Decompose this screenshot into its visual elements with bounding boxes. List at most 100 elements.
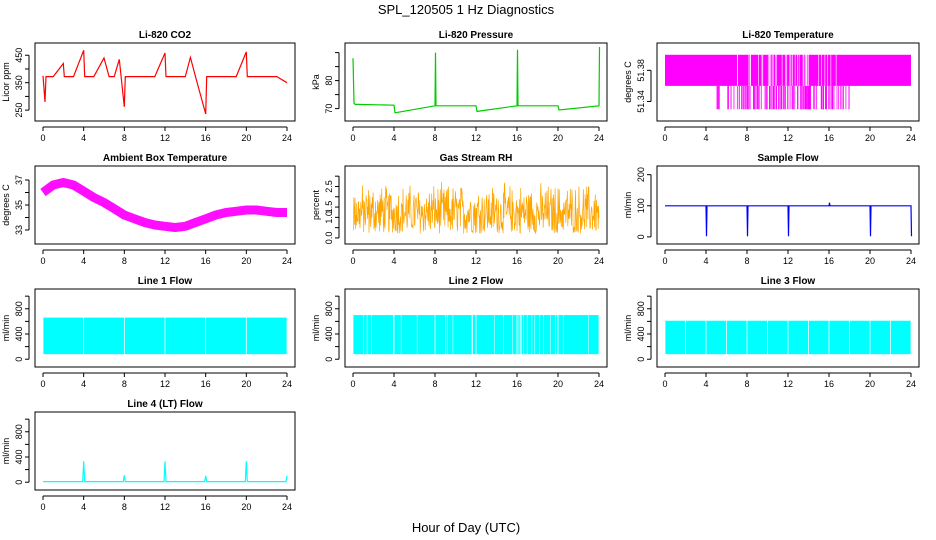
x-tick-label: 24 xyxy=(282,379,292,389)
figure-xlabel: Hour of Day (UTC) xyxy=(412,520,520,535)
x-tick-label: 20 xyxy=(553,133,563,143)
y-tick-label: 0 xyxy=(14,480,24,485)
y-axis-label: degrees C xyxy=(623,61,633,103)
x-tick-label: 16 xyxy=(201,133,211,143)
x-axis: 0 4 8 12 16 20 24 xyxy=(662,372,916,389)
x-tick-label: 8 xyxy=(744,256,749,266)
y-tick-label: 400 xyxy=(14,326,24,341)
panel-2: Li-820 Pressure kPa 0 4 8 12 16 20 24 70 80 xyxy=(311,30,608,143)
panel-5: Gas Stream RH percent 0 4 8 12 16 20 24 0.0 1.01.5… xyxy=(311,153,608,266)
x-tick-label: 0 xyxy=(350,133,355,143)
x-tick-label: 20 xyxy=(865,379,875,389)
panel-title: Line 4 (LT) Flow xyxy=(127,399,203,410)
x-tick-label: 20 xyxy=(241,379,251,389)
panel-title: Gas Stream RH xyxy=(440,153,513,164)
x-tick-label: 16 xyxy=(201,502,211,512)
plot-frame xyxy=(34,411,296,491)
x-tick-label: 20 xyxy=(865,256,875,266)
y-axis: 70 80 xyxy=(324,52,340,114)
data-line xyxy=(352,46,601,114)
x-tick-label: 0 xyxy=(40,502,45,512)
x-axis: 0 4 8 12 16 20 24 xyxy=(662,249,916,266)
x-tick-label: 4 xyxy=(703,133,708,143)
y-tick-label: 450 xyxy=(14,48,24,63)
y-tick-label: 37 xyxy=(14,175,24,185)
x-tick-label: 0 xyxy=(350,256,355,266)
x-tick-label: 4 xyxy=(81,502,86,512)
y-tick-label: 0 xyxy=(324,357,334,362)
x-axis: 0 4 8 12 16 20 24 xyxy=(350,126,604,143)
x-tick-label: 16 xyxy=(824,256,834,266)
y-tick-label: 400 xyxy=(636,326,646,341)
x-tick-label: 24 xyxy=(906,133,916,143)
y-axis: 0.0 1.01.5 2.5 xyxy=(324,175,340,245)
y-axis: 0 400 800 xyxy=(636,295,652,362)
y-tick-label: 80 xyxy=(324,76,334,86)
panel-title: Line 2 Flow xyxy=(449,276,504,287)
y-axis-label: ml/min xyxy=(623,315,633,342)
x-tick-label: 8 xyxy=(744,133,749,143)
x-tick-label: 8 xyxy=(122,256,127,266)
x-axis: 0 4 8 12 16 20 24 xyxy=(40,372,292,389)
y-axis-label: degrees C xyxy=(1,184,11,226)
x-axis: 0 4 8 12 16 20 24 xyxy=(662,126,916,143)
plot-frame xyxy=(656,288,920,368)
y-tick-label: 0 xyxy=(636,234,646,239)
x-tick-label: 24 xyxy=(906,256,916,266)
panel-title: Li-820 CO2 xyxy=(139,30,192,41)
y-axis: 0 100 200 xyxy=(636,167,652,239)
figure-title: SPL_120505 1 Hz Diagnostics xyxy=(378,2,555,17)
x-tick-label: 12 xyxy=(783,379,793,389)
y-tick-label: 1.0 xyxy=(324,211,334,224)
y-tick-label: 2.5 xyxy=(324,180,334,193)
y-axis: 0 400 800 xyxy=(324,295,340,362)
x-tick-label: 20 xyxy=(241,502,251,512)
panel-9: Line 3 Flow ml/min 0 4 8 12 16 20 24 0 400 800 xyxy=(623,276,920,389)
panel-6: Sample Flow ml/min 0 4 8 12 16 20 24 0 100 200 xyxy=(623,153,920,266)
x-axis: 0 4 8 12 16 20 24 xyxy=(350,249,604,266)
x-axis: 0 4 8 12 16 20 24 xyxy=(40,126,292,143)
y-tick-label: 800 xyxy=(14,424,24,439)
data-line xyxy=(40,178,287,232)
panel-title: Li-820 Temperature xyxy=(742,30,834,41)
y-axis-label: ml/min xyxy=(1,438,11,465)
data-line xyxy=(42,50,288,115)
x-tick-label: 12 xyxy=(471,379,481,389)
x-tick-label: 20 xyxy=(553,256,563,266)
plot-frame xyxy=(656,42,920,122)
y-axis: 51.34 51.38 xyxy=(636,59,652,113)
x-tick-label: 24 xyxy=(594,133,604,143)
y-tick-label: 100 xyxy=(636,198,646,213)
y-axis: 33 35 37 xyxy=(14,175,30,235)
y-axis-label: ml/min xyxy=(1,315,11,342)
x-tick-label: 12 xyxy=(160,256,170,266)
x-tick-label: 8 xyxy=(122,502,127,512)
x-tick-label: 24 xyxy=(906,379,916,389)
panel-10: Line 4 (LT) Flow ml/min 0 4 8 12 16 20 24 0 400 800 xyxy=(1,399,296,512)
x-tick-label: 16 xyxy=(824,379,834,389)
x-tick-label: 0 xyxy=(350,379,355,389)
x-axis: 0 4 8 12 16 20 24 xyxy=(40,249,292,266)
y-tick-label: 800 xyxy=(636,301,646,316)
y-axis-label: ml/min xyxy=(311,315,321,342)
plot-frame xyxy=(656,165,920,245)
y-tick-label: 51.38 xyxy=(636,59,646,82)
y-tick-label: 200 xyxy=(636,167,646,182)
x-tick-label: 24 xyxy=(282,133,292,143)
y-tick-label: 0.0 xyxy=(324,232,334,245)
x-tick-label: 16 xyxy=(201,256,211,266)
panel-title: Ambient Box Temperature xyxy=(103,153,228,164)
plot-frame xyxy=(34,42,296,122)
x-tick-label: 20 xyxy=(241,256,251,266)
plot-frame xyxy=(344,165,608,245)
x-tick-label: 12 xyxy=(783,133,793,143)
x-tick-label: 8 xyxy=(432,133,437,143)
x-tick-label: 12 xyxy=(160,133,170,143)
x-tick-label: 12 xyxy=(783,256,793,266)
y-tick-label: 35 xyxy=(14,200,24,210)
y-tick-label: 0 xyxy=(14,357,24,362)
y-tick-label: 0 xyxy=(636,357,646,362)
x-tick-label: 24 xyxy=(594,379,604,389)
x-tick-label: 0 xyxy=(40,379,45,389)
